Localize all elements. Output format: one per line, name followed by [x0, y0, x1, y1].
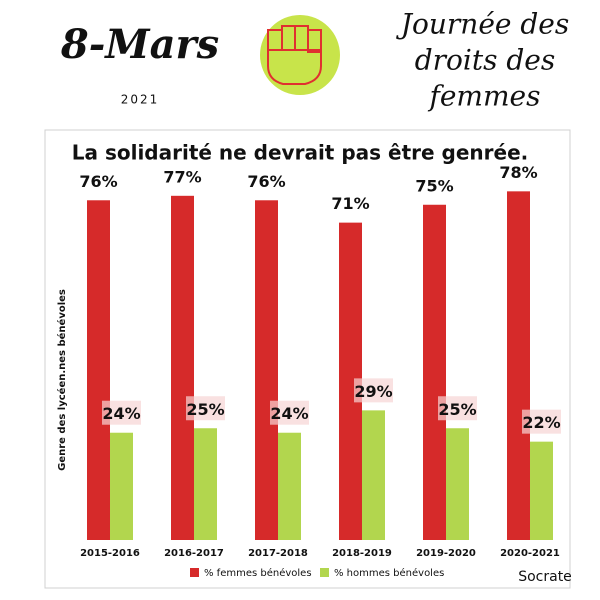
legend-swatch	[320, 568, 329, 577]
value-label: 77%	[163, 167, 201, 186]
fist-icon	[260, 15, 340, 95]
bar	[530, 441, 553, 540]
legend-label: % hommes bénévoles	[334, 567, 444, 579]
bar	[339, 222, 362, 540]
value-label: 25%	[438, 400, 476, 419]
date-title: 8-Mars	[60, 21, 219, 68]
bar	[171, 195, 194, 540]
x-tick-label: 2019-2020	[416, 548, 476, 559]
bar	[194, 428, 217, 540]
value-label: 29%	[354, 382, 392, 401]
y-axis-label: Genre des lycéen.nes bénévoles	[56, 289, 68, 471]
chart-title: La solidarité ne devrait pas être genrée…	[72, 141, 529, 165]
bar	[87, 200, 110, 540]
value-label: 76%	[247, 172, 285, 191]
value-label: 76%	[79, 172, 117, 191]
x-tick-label: 2020-2021	[500, 548, 560, 559]
slogan-line: Journée des	[396, 8, 569, 41]
value-label: 71%	[331, 194, 369, 213]
label-backdrop	[270, 400, 309, 425]
x-tick-label: 2017-2018	[248, 548, 308, 559]
value-label: 78%	[499, 163, 537, 182]
label-backdrop	[522, 409, 561, 434]
label-backdrop	[438, 396, 477, 421]
bar	[362, 410, 385, 540]
fist	[267, 25, 322, 85]
value-label: 24%	[270, 404, 308, 423]
bar	[110, 432, 133, 540]
value-label: 25%	[186, 400, 224, 419]
legend-swatch	[190, 568, 199, 577]
bar	[278, 432, 301, 540]
label-backdrop	[354, 378, 393, 403]
logo: Socrate	[518, 569, 572, 585]
bar	[446, 428, 469, 540]
x-tick-label: 2018-2019	[332, 548, 392, 559]
label-backdrop	[102, 400, 141, 425]
x-tick-label: 2016-2017	[164, 548, 224, 559]
slogan-line: droits des	[415, 44, 556, 77]
label-backdrop	[186, 396, 225, 421]
year: 2021	[121, 93, 160, 107]
value-label: 22%	[522, 413, 560, 432]
x-tick-label: 2015-2016	[80, 548, 140, 559]
value-label: 75%	[415, 176, 453, 195]
slogan-line: femmes	[428, 80, 541, 113]
bar	[423, 204, 446, 540]
bar	[255, 200, 278, 540]
value-label: 24%	[102, 404, 140, 423]
legend-label: % femmes bénévoles	[204, 567, 312, 579]
bar	[507, 191, 530, 540]
